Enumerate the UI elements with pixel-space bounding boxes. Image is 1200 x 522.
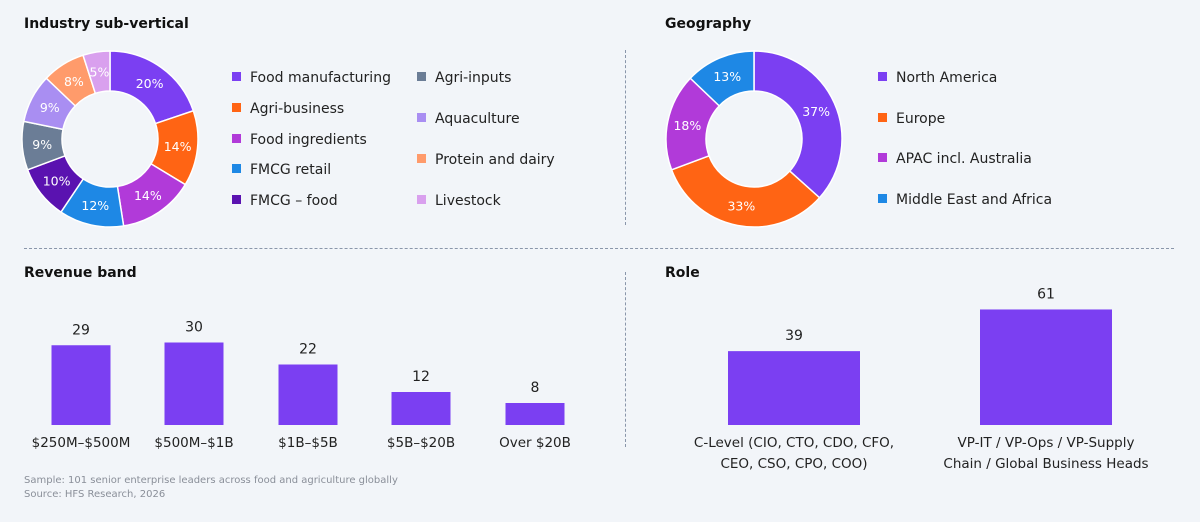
legend-swatch <box>417 113 426 122</box>
bar-value-label: 22 <box>299 342 317 358</box>
bar-value-label: 29 <box>72 322 90 338</box>
legend-item: Food ingredients <box>232 132 367 148</box>
legend-swatch <box>232 72 241 81</box>
bar <box>728 351 860 425</box>
legend-swatch <box>232 195 241 204</box>
legend-swatch <box>878 194 887 203</box>
legend-item: Protein and dairy <box>417 152 555 168</box>
slice-label: 20% <box>136 76 164 91</box>
category-label: $250M–$500M <box>32 435 131 451</box>
source-note: Source: HFS Research, 2026 <box>24 489 166 500</box>
legend-item: Aquaculture <box>417 111 520 127</box>
sample-note: Sample: 101 senior enterprise leaders ac… <box>24 475 398 486</box>
legend-swatch <box>232 134 241 143</box>
legend-item: FMCG – food <box>232 193 338 209</box>
category-label: Over $20B <box>499 435 571 451</box>
legend-item: Agri-inputs <box>417 70 511 86</box>
legend-item: Livestock <box>417 193 501 209</box>
slice-label: 9% <box>32 137 52 152</box>
legend-label: Europe <box>896 111 946 127</box>
donut-slice <box>753 50 843 199</box>
slice-label: 14% <box>164 139 192 154</box>
bar <box>505 403 565 425</box>
slice-label: 14% <box>134 188 162 203</box>
bar-value-label: 8 <box>531 380 540 396</box>
slice-label: 9% <box>40 100 60 115</box>
bar <box>391 392 451 425</box>
legend-item: Food manufacturing <box>232 70 391 86</box>
legend-label: Agri-business <box>250 101 345 117</box>
donut-slice <box>82 50 111 95</box>
role-bar-chart: 39 C-Level (CIO, CTO, CDO, CFO, CEO, CSO, … <box>694 286 1149 472</box>
slice-label: 33% <box>727 198 755 213</box>
bar <box>164 342 224 425</box>
legend-label: Protein and dairy <box>435 152 555 168</box>
legend-item: Middle East and Africa <box>878 192 1052 208</box>
slice-label: 8% <box>64 74 84 89</box>
legend-swatch <box>417 195 426 204</box>
bar-value-label: 39 <box>785 328 803 344</box>
revenue-bar-chart: 29 $250M–$500M 30 $500M–$1B 22 $1B–$5B 12 $5B–$… <box>32 320 571 452</box>
revenue-chart-title: Revenue band <box>24 265 137 281</box>
legend-label: Livestock <box>435 193 501 209</box>
geography-chart-title: Geography <box>665 16 752 32</box>
bar-value-label: 30 <box>185 320 203 336</box>
bar <box>980 309 1112 425</box>
slice-label: 10% <box>43 174 71 189</box>
legend-label: Agri-inputs <box>435 70 512 86</box>
legend-swatch <box>878 72 887 81</box>
legend-label: Food ingredients <box>250 132 367 148</box>
legend-item: APAC incl. Australia <box>878 151 1032 167</box>
slice-label: 12% <box>81 198 109 213</box>
horizontal-divider <box>24 248 1174 249</box>
legend-swatch <box>878 113 887 122</box>
legend-swatch <box>417 72 426 81</box>
legend-label: Food manufacturing <box>250 70 391 86</box>
bar <box>51 345 111 425</box>
category-label: $500M–$1B <box>154 435 233 451</box>
donut-slice <box>689 50 755 107</box>
legend-label: FMCG retail <box>250 162 332 178</box>
legend-label: APAC incl. Australia <box>896 151 1032 167</box>
legend-swatch <box>417 154 426 163</box>
slice-label: 37% <box>802 104 830 119</box>
bar-value-label: 61 <box>1037 286 1055 302</box>
category-label: CEO, CSO, CPO, COO) <box>720 456 867 472</box>
legend-swatch <box>232 164 241 173</box>
legend-label: Middle East and Africa <box>896 192 1053 208</box>
donut-slice <box>670 154 821 228</box>
industry-chart-title: Industry sub-vertical <box>24 16 189 32</box>
legend-swatch <box>878 153 887 162</box>
slice-label: 18% <box>673 118 701 133</box>
category-label: $5B–$20B <box>387 435 455 451</box>
legend-label: FMCG – food <box>250 193 338 209</box>
category-label: VP-IT / VP-Ops / VP-Supply <box>958 435 1135 451</box>
vertical-divider-bottom <box>625 272 626 447</box>
bar <box>278 364 338 425</box>
geography-donut-chart: 37% 33% 18% 13% <box>665 50 843 228</box>
legend-item: FMCG retail <box>232 162 331 178</box>
role-chart-title: Role <box>665 265 700 281</box>
category-label: C-Level (CIO, CTO, CDO, CFO, <box>694 435 894 451</box>
category-label: $1B–$5B <box>278 435 338 451</box>
vertical-divider-top <box>625 50 626 225</box>
legend-label: North America <box>896 70 998 86</box>
category-label: Chain / Global Business Heads <box>943 456 1148 472</box>
industry-donut-chart: 20% 14% 14% 12% 10% 9% 9% 8% 5% <box>21 50 199 228</box>
bar-value-label: 12 <box>412 369 430 385</box>
slice-label: 5% <box>90 64 110 79</box>
legend-label: Aquaculture <box>435 111 520 127</box>
slice-label: 13% <box>713 69 741 84</box>
legend-item: Agri-business <box>232 101 344 117</box>
legend-swatch <box>232 103 241 112</box>
legend-item: Europe <box>878 111 945 127</box>
legend-item: North America <box>878 70 997 86</box>
